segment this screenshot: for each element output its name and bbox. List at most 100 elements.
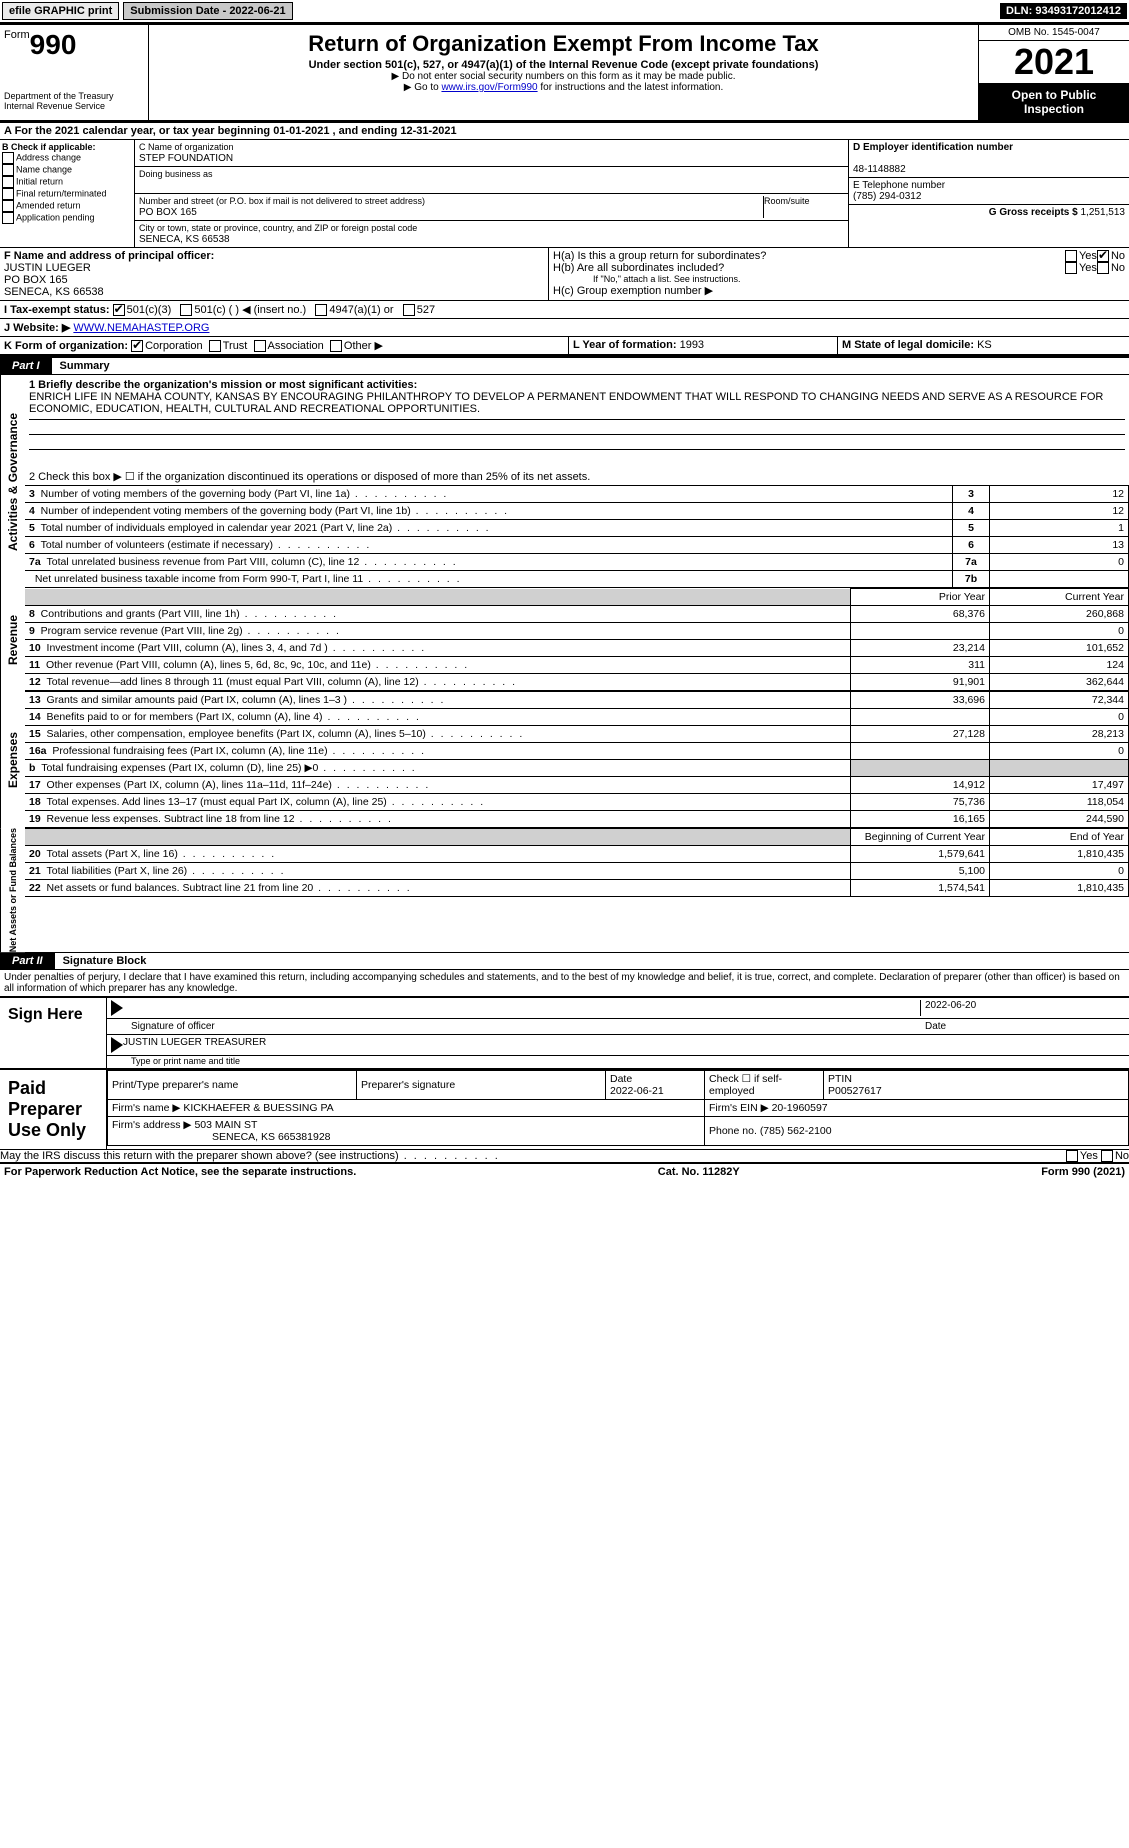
k-trust[interactable]: Trust <box>223 340 248 352</box>
footer-catno: Cat. No. 11282Y <box>658 1166 740 1178</box>
form-title: Return of Organization Exempt From Incom… <box>157 31 970 57</box>
officer-addr2: SENECA, KS 66538 <box>4 286 104 298</box>
irs-link[interactable]: www.irs.gov/Form990 <box>441 82 537 93</box>
page-footer: For Paperwork Reduction Act Notice, see … <box>0 1163 1129 1180</box>
gross-value: 1,251,513 <box>1081 207 1126 218</box>
phone-value: (785) 294-0312 <box>853 191 921 202</box>
netassets-table: Beginning of Current Year End of Year 20… <box>25 828 1129 897</box>
part1-tag: Part I <box>0 358 52 374</box>
part1-header: Part I Summary <box>0 357 1129 375</box>
table-row: Net unrelated business taxable income fr… <box>25 571 1129 588</box>
org-city: SENECA, KS 66538 <box>139 234 230 245</box>
revenue-section: Revenue Prior Year Current Year 8 Contri… <box>0 588 1129 691</box>
table-row: 17 Other expenses (Part IX, column (A), … <box>25 777 1129 794</box>
room-label: Room/suite <box>764 196 810 206</box>
firm-ein-label: Firm's EIN ▶ <box>709 1102 769 1114</box>
section-b-checkboxes: B Check if applicable: Address change Na… <box>0 140 135 247</box>
cb-app-pending[interactable]: Application pending <box>16 212 95 222</box>
efile-label: efile GRAPHIC print <box>2 2 119 20</box>
org-name: STEP FOUNDATION <box>139 153 233 164</box>
org-address: PO BOX 165 <box>139 207 197 218</box>
vlabel-expenses: Expenses <box>0 691 25 828</box>
goto-post: for instructions and the latest informat… <box>538 82 724 93</box>
sig-date-value: 2022-06-20 <box>920 1000 1125 1016</box>
j-block: J Website: ▶ WWW.NEMAHASTEP.ORG <box>0 319 1129 337</box>
table-row: 21 Total liabilities (Part X, line 26)5,… <box>25 863 1129 880</box>
ha-yes[interactable]: Yes <box>1079 250 1097 262</box>
paid-preparer-block: Paid Preparer Use Only Print/Type prepar… <box>0 1068 1129 1149</box>
part1-title: Summary <box>52 360 110 372</box>
sig-officer-label: Signature of officer <box>131 1021 925 1032</box>
j-label: J Website: ▶ <box>4 322 70 334</box>
section-a-taxyear: A For the 2021 calendar year, or tax yea… <box>0 123 1129 140</box>
i-527[interactable]: 527 <box>417 304 435 316</box>
i-4947[interactable]: 4947(a)(1) or <box>329 304 393 316</box>
submission-date: Submission Date - 2022-06-21 <box>123 2 292 20</box>
form-number: 990 <box>30 29 77 60</box>
website-link[interactable]: WWW.NEMAHASTEP.ORG <box>73 322 209 334</box>
cb-name-change[interactable]: Name change <box>16 164 72 174</box>
cb-address-change[interactable]: Address change <box>16 152 81 162</box>
part2-tag: Part II <box>0 953 55 969</box>
table-row: 12 Total revenue—add lines 8 through 11 … <box>25 674 1129 691</box>
firm-name-label: Firm's name ▶ <box>112 1102 180 1114</box>
i-label: I Tax-exempt status: <box>4 304 110 316</box>
ein-label: D Employer identification number <box>853 142 1013 153</box>
col-current-year: Current Year <box>990 589 1129 606</box>
ptin-value: P00527617 <box>828 1085 882 1097</box>
b-label: B Check if applicable: <box>2 142 96 152</box>
i-block: I Tax-exempt status: 501(c)(3) 501(c) ( … <box>0 301 1129 319</box>
hb-yes[interactable]: Yes <box>1079 262 1097 274</box>
table-row: 15 Salaries, other compensation, employe… <box>25 726 1129 743</box>
efile-topbar: efile GRAPHIC print Submission Date - 20… <box>0 0 1129 22</box>
dept-treasury: Department of the Treasury <box>4 91 144 101</box>
jurat-text: Under penalties of perjury, I declare th… <box>0 970 1129 996</box>
hb-no[interactable]: No <box>1111 262 1125 274</box>
ein-value: 48-1148882 <box>853 164 906 175</box>
prep-name-hdr: Print/Type preparer's name <box>108 1071 357 1100</box>
officer-name: JUSTIN LUEGER <box>4 262 91 274</box>
table-row: 7a Total unrelated business revenue from… <box>25 554 1129 571</box>
table-row: 18 Total expenses. Add lines 13–17 (must… <box>25 794 1129 811</box>
footer-left: For Paperwork Reduction Act Notice, see … <box>4 1166 356 1178</box>
may-yes[interactable]: Yes <box>1080 1150 1098 1162</box>
col-beginning: Beginning of Current Year <box>851 829 990 846</box>
goto-pre: ▶ Go to <box>404 82 442 93</box>
self-employed-cb[interactable]: Check ☐ if self-employed <box>705 1071 824 1100</box>
sign-here-label: Sign Here <box>0 998 107 1068</box>
firm-addr1: 503 MAIN ST <box>194 1119 257 1131</box>
part2-header: Part II Signature Block <box>0 952 1129 970</box>
ha-no[interactable]: No <box>1111 250 1125 262</box>
irs-label: Internal Revenue Service <box>4 101 144 111</box>
h-block: H(a) Is this a group return for subordin… <box>549 248 1129 300</box>
cb-initial-return[interactable]: Initial return <box>16 176 63 186</box>
i-501c[interactable]: 501(c) ( ) ◀ (insert no.) <box>194 304 306 316</box>
may-discuss-text: May the IRS discuss this return with the… <box>0 1150 1066 1162</box>
firm-phone-label: Phone no. <box>709 1125 757 1137</box>
sig-arrow-icon <box>111 1000 123 1016</box>
k-assoc[interactable]: Association <box>268 340 324 352</box>
addr-label: Number and street (or P.O. box if mail i… <box>139 196 425 206</box>
k-label: K Form of organization: <box>4 340 128 352</box>
cb-amended[interactable]: Amended return <box>16 200 81 210</box>
tax-year: 2021 <box>979 41 1129 84</box>
k-other[interactable]: Other ▶ <box>344 340 383 352</box>
may-discuss-row: May the IRS discuss this return with the… <box>0 1149 1129 1163</box>
k-corp[interactable]: Corporation <box>145 340 202 352</box>
cb-final-return[interactable]: Final return/terminated <box>16 188 107 198</box>
prep-sig-hdr: Preparer's signature <box>357 1071 606 1100</box>
ssn-hint: ▶ Do not enter social security numbers o… <box>157 71 970 82</box>
hb-note: If "No," attach a list. See instructions… <box>553 274 1125 284</box>
vlabel-revenue: Revenue <box>0 588 25 691</box>
firm-phone: (785) 562-2100 <box>760 1125 832 1137</box>
table-row: 14 Benefits paid to or for members (Part… <box>25 709 1129 726</box>
table-row: 10 Investment income (Part VIII, column … <box>25 640 1129 657</box>
i-501c3[interactable]: 501(c)(3) <box>127 304 172 316</box>
m-value: KS <box>977 339 992 351</box>
paid-preparer-label: Paid Preparer Use Only <box>0 1070 107 1149</box>
may-no[interactable]: No <box>1115 1150 1129 1162</box>
fh-block: F Name and address of principal officer:… <box>0 248 1129 301</box>
expenses-table: 13 Grants and similar amounts paid (Part… <box>25 691 1129 828</box>
goto-hint: ▶ Go to www.irs.gov/Form990 for instruct… <box>157 82 970 93</box>
table-row: 5 Total number of individuals employed i… <box>25 520 1129 537</box>
